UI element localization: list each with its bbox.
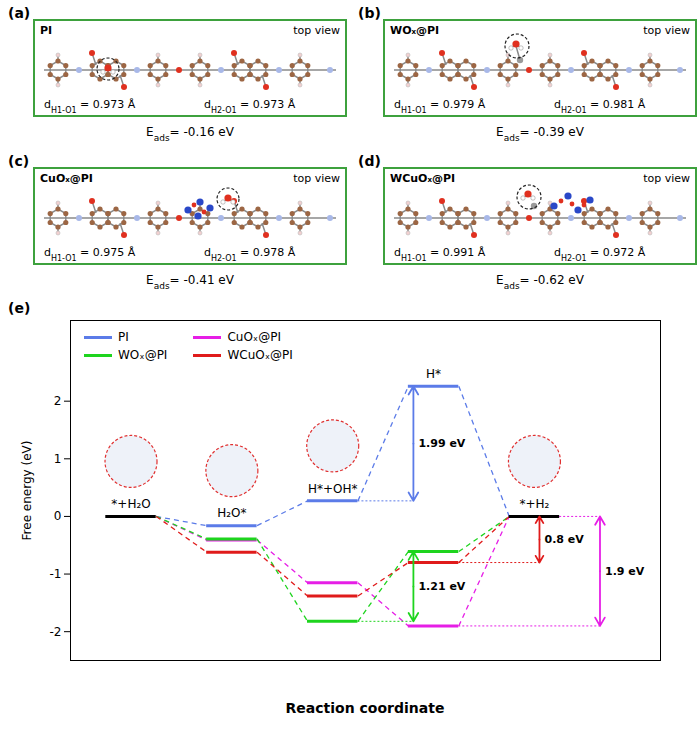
svg-text:1.99 eV: 1.99 eV [418, 437, 465, 450]
svg-text:1.21 eV: 1.21 eV [418, 580, 465, 593]
svg-text:Eads= -0.16 eV: Eads= -0.16 eV [146, 125, 235, 143]
svg-text:dH1-O1 = 0.975 Å: dH1-O1 = 0.975 Å [44, 246, 136, 263]
svg-text:CuOₓ@PI: CuOₓ@PI [40, 172, 93, 185]
svg-text:0.8 eV: 0.8 eV [544, 533, 584, 546]
svg-text:-1: -1 [50, 567, 62, 581]
svg-text:dH1-O1 = 0.991 Å: dH1-O1 = 0.991 Å [394, 246, 486, 263]
svg-text:-2: -2 [50, 625, 62, 639]
svg-text:H*: H* [426, 367, 441, 381]
svg-text:dH2-O1 = 0.972 Å: dH2-O1 = 0.972 Å [554, 246, 646, 263]
svg-text:H₂O*: H₂O* [217, 506, 246, 520]
svg-text:*+H₂: *+H₂ [519, 497, 549, 511]
svg-text:Free energy (eV): Free energy (eV) [20, 441, 34, 541]
svg-text:H*+OH*: H*+OH* [308, 482, 358, 496]
svg-text:Eads= -0.41 eV: Eads= -0.41 eV [146, 273, 235, 291]
svg-text:*+H₂O: *+H₂O [111, 497, 150, 511]
svg-text:2: 2 [54, 394, 62, 408]
svg-text:(b): (b) [358, 5, 381, 21]
svg-text:0: 0 [54, 509, 62, 523]
svg-text:(a): (a) [8, 5, 30, 21]
html-text:Reaction coordinate: Reaction coordinate [285, 700, 445, 716]
html-text:WCuOₓ@PI: WCuOₓ@PI [227, 348, 293, 362]
svg-text:Eads= -0.39 eV: Eads= -0.39 eV [496, 125, 585, 143]
svg-text:(d): (d) [358, 153, 381, 169]
html-text:WOₓ@PI: WOₓ@PI [118, 348, 168, 362]
svg-text:1.9 eV: 1.9 eV [605, 565, 645, 578]
svg-text:top view: top view [293, 24, 340, 37]
svg-text:dH1-O1 = 0.973 Å: dH1-O1 = 0.973 Å [44, 98, 136, 115]
svg-text:PI: PI [40, 24, 52, 37]
svg-text:dH1-O1 = 0.979 Å: dH1-O1 = 0.979 Å [394, 98, 486, 115]
svg-text:(c): (c) [8, 153, 29, 169]
svg-text:WOₓ@PI: WOₓ@PI [390, 24, 439, 37]
svg-text:top view: top view [643, 24, 690, 37]
svg-text:dH2-O1 = 0.978 Å: dH2-O1 = 0.978 Å [204, 246, 296, 263]
svg-text:Eads= -0.62 eV: Eads= -0.62 eV [496, 273, 585, 291]
html-text:CuOₓ@PI: CuOₓ@PI [227, 330, 281, 344]
svg-text:dH2-O1 = 0.973 Å: dH2-O1 = 0.973 Å [204, 98, 296, 115]
svg-text:top view: top view [293, 172, 340, 185]
svg-text:WCuOₓ@PI: WCuOₓ@PI [390, 172, 455, 185]
svg-text:dH2-O1 = 0.981 Å: dH2-O1 = 0.981 Å [554, 98, 646, 115]
svg-text:1: 1 [54, 452, 62, 466]
html-text:(e): (e) [8, 300, 31, 316]
svg-text:top view: top view [643, 172, 690, 185]
html-text:PI: PI [118, 330, 129, 344]
